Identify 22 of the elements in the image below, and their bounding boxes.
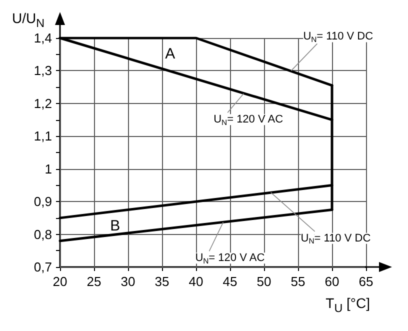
y-tick-label: 0,7 [34,260,52,274]
y-tick-label: 1,4 [34,30,52,46]
annotation: B [110,217,120,234]
x-tick-label: 65 [358,274,374,289]
y-tick-label: 0,9 [34,194,52,210]
annotation: A [165,46,176,63]
x-axis-title: T$_{U}$ [°C] [326,295,370,317]
y-tick-label: 1 [44,161,52,176]
x-tick-label: 20 [52,274,68,289]
y-tick-label: 0,8 [34,226,52,242]
y-tick-label: 1,1 [34,128,52,144]
x-tick-label: 25 [86,274,102,289]
y-axis-title: U/U$_{N}$ [12,10,45,32]
x-tick-label: 45 [222,274,238,289]
y-tick-label: 1,2 [34,96,52,111]
x-tick-label: 50 [256,274,272,289]
y-tick-label: 1,3 [34,63,52,78]
x-tick-label: 30 [120,274,136,289]
x-tick-label: 40 [188,274,204,289]
x-tick-label: 55 [290,274,306,289]
x-tick-label: 60 [324,274,340,289]
x-tick-label: 35 [154,274,170,289]
